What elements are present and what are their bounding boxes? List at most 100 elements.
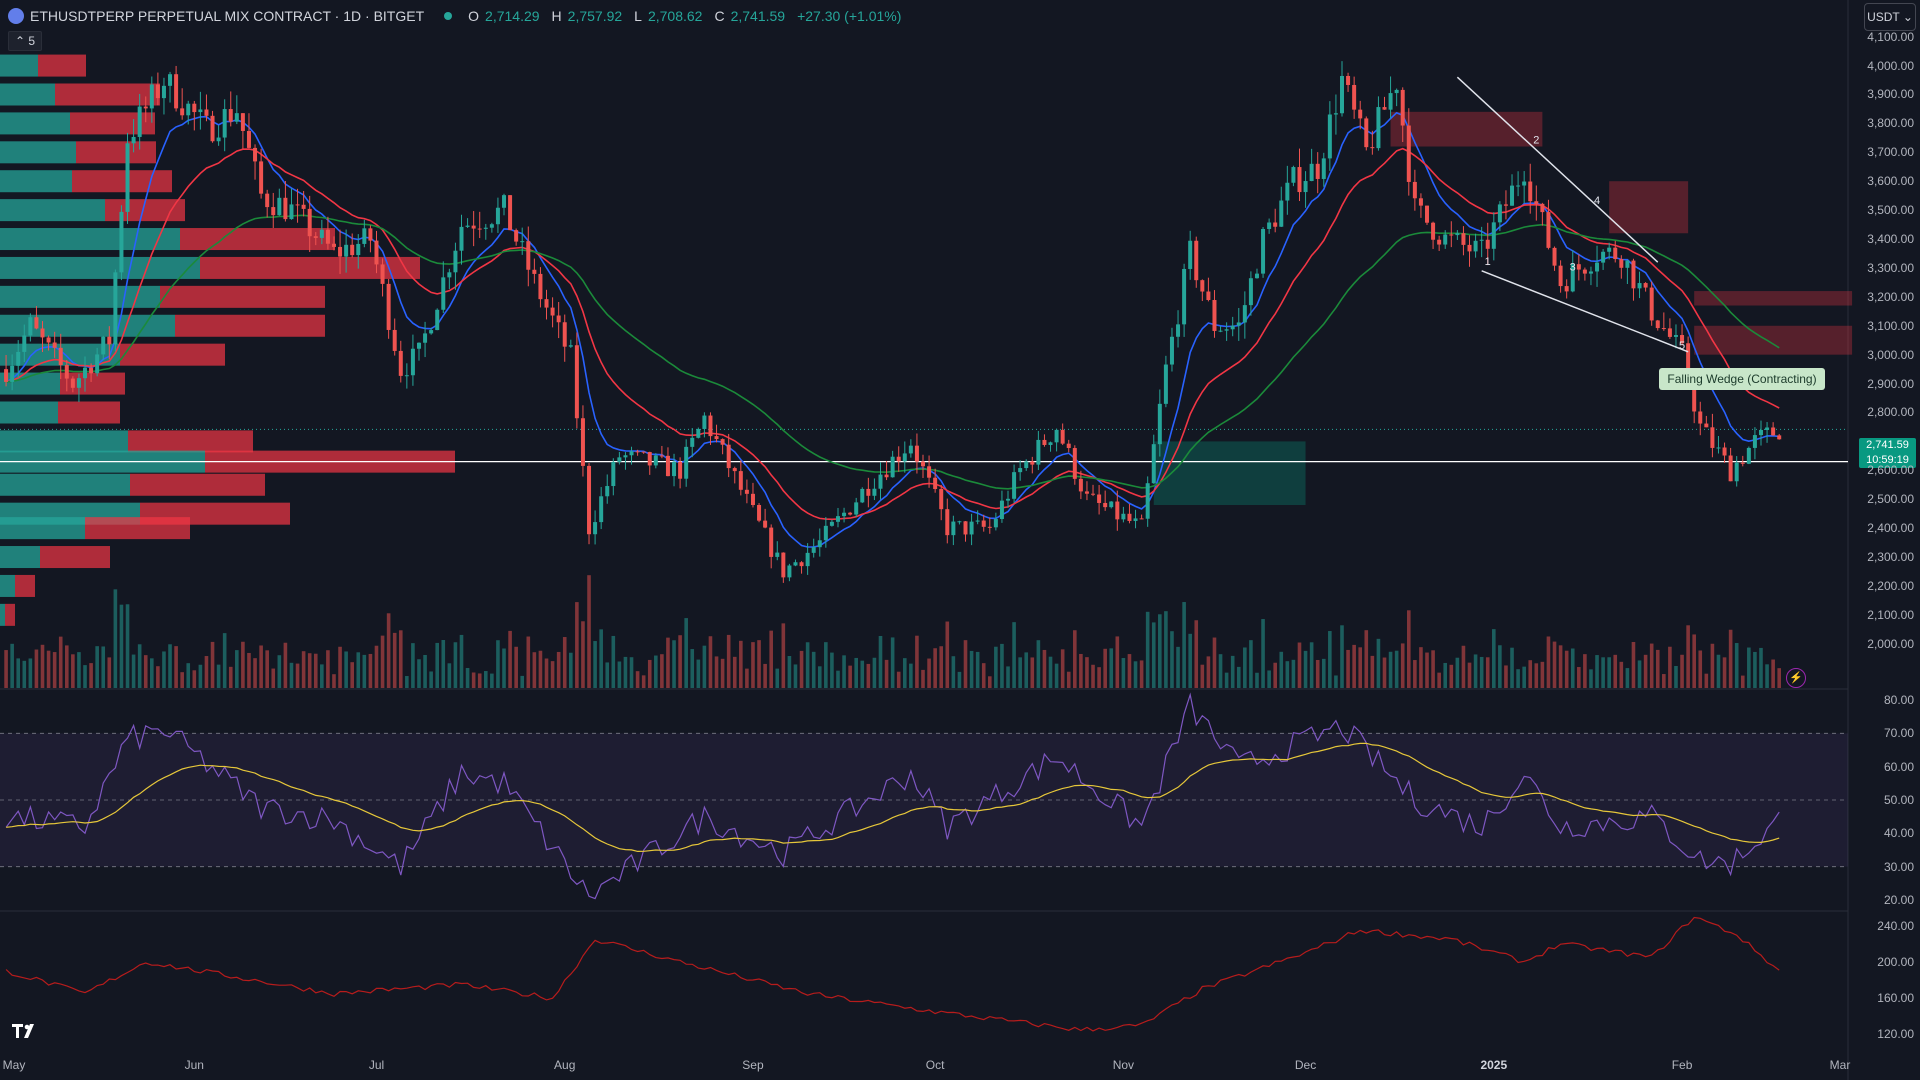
- candle-body: [1479, 239, 1484, 241]
- candle-body: [471, 225, 476, 229]
- candle-body: [817, 540, 822, 548]
- volume-bar: [708, 636, 713, 688]
- volume-bar: [1759, 647, 1763, 688]
- volume-bar: [28, 658, 33, 688]
- volume-bar: [1388, 651, 1393, 688]
- candle-body: [975, 520, 980, 522]
- volume-bar: [581, 621, 585, 688]
- volume-bar: [994, 646, 998, 688]
- indicators-count: 5: [28, 34, 36, 48]
- candle-body: [957, 521, 962, 523]
- candle-body: [1182, 268, 1187, 325]
- volume-bar: [1607, 657, 1611, 688]
- candle-body: [1103, 502, 1108, 508]
- lightning-icon[interactable]: ⚡: [1786, 668, 1806, 688]
- volume-bar: [1461, 645, 1466, 688]
- candle-body: [1637, 283, 1642, 289]
- volume-bar: [1255, 672, 1259, 688]
- volume-bar: [1449, 664, 1454, 688]
- atr-line: [5, 916, 1780, 1032]
- candle-body: [1084, 491, 1089, 494]
- price-axis-tick: 3,500.00: [1867, 203, 1914, 218]
- volume-bar: [490, 673, 494, 688]
- candle-body: [253, 147, 258, 162]
- candle-body: [259, 161, 264, 194]
- volume-bar: [150, 658, 154, 688]
- volume-bar: [1315, 659, 1320, 688]
- candle-body: [1382, 107, 1387, 110]
- volume-bar: [1200, 664, 1205, 688]
- volume-bar: [1577, 667, 1581, 688]
- volume-bar: [1540, 661, 1545, 688]
- symbol-title[interactable]: ETHUSDTPERP PERPETUAL MIX CONTRACT · 1D …: [30, 8, 425, 24]
- volume-bar: [198, 664, 203, 688]
- candle-body: [368, 228, 373, 241]
- candle-body: [216, 137, 221, 142]
- candle-body: [58, 347, 63, 366]
- volume-profile-sell-bar: [76, 141, 156, 164]
- candle-body: [963, 521, 968, 535]
- candle-body: [1722, 447, 1727, 456]
- volume-profile-sell-bar: [40, 546, 110, 569]
- tradingview-logo-icon[interactable]: [12, 1022, 42, 1040]
- rsi-axis-tick: 60.00: [1883, 759, 1914, 774]
- candle-body: [180, 108, 185, 116]
- candle-body: [999, 500, 1004, 520]
- volume-bar: [1334, 675, 1338, 688]
- volume-bar: [544, 658, 549, 688]
- candle-body: [1607, 247, 1612, 252]
- price-axis-tick: 2,300.00: [1867, 550, 1914, 565]
- volume-bar: [745, 668, 749, 688]
- volume-bar: [277, 655, 282, 688]
- candle-body: [1570, 264, 1575, 292]
- volume-bar: [1194, 620, 1199, 688]
- volume-bar: [1479, 656, 1484, 688]
- candle-body: [878, 474, 883, 489]
- volume-bar: [1674, 665, 1678, 688]
- volume-bar: [629, 657, 634, 688]
- candle-body: [1267, 222, 1272, 229]
- volume-bar: [1419, 647, 1423, 688]
- indicators-toggle[interactable]: ⌃ 5: [8, 31, 43, 51]
- volume-profile-sell-bar: [130, 473, 265, 496]
- candle-body: [246, 130, 251, 148]
- candle-body: [1218, 330, 1223, 332]
- volume-bar: [811, 651, 816, 688]
- volume-bar: [654, 655, 658, 688]
- candle-body: [1667, 328, 1672, 337]
- candle-body: [22, 335, 27, 352]
- candle-body: [46, 337, 51, 343]
- volume-bar: [40, 644, 45, 688]
- candle-body: [1024, 461, 1029, 469]
- volume-bar: [848, 665, 852, 688]
- candle-body: [1018, 468, 1023, 473]
- candle-body: [508, 195, 513, 231]
- volume-bar: [575, 602, 579, 688]
- volume-bar: [1188, 633, 1192, 688]
- price-axis-tick: 3,700.00: [1867, 145, 1914, 160]
- candle-body: [502, 195, 507, 208]
- volume-profile-sell-bar: [55, 83, 160, 106]
- price-axis-tick: 3,600.00: [1867, 174, 1914, 189]
- candle-body: [526, 241, 531, 270]
- currency-select[interactable]: USDT ⌄: [1864, 3, 1916, 31]
- candle-body: [799, 562, 804, 567]
- volume-bar: [502, 648, 506, 688]
- candle-body: [787, 565, 792, 578]
- candle-body: [1176, 324, 1181, 337]
- candle-body: [969, 521, 974, 535]
- volume-bar: [1698, 650, 1703, 688]
- candle-body: [1188, 240, 1193, 269]
- volume-bar: [1765, 664, 1769, 688]
- volume-bar: [532, 652, 537, 688]
- high-label: H: [551, 8, 562, 24]
- volume-bar: [119, 604, 124, 688]
- volume-bar: [435, 642, 440, 688]
- volume-bar: [483, 671, 488, 688]
- volume-bar: [672, 640, 676, 688]
- candle-body: [1254, 273, 1259, 279]
- candle-body: [1091, 493, 1096, 495]
- candle-body: [769, 527, 774, 557]
- volume-bar: [332, 674, 336, 688]
